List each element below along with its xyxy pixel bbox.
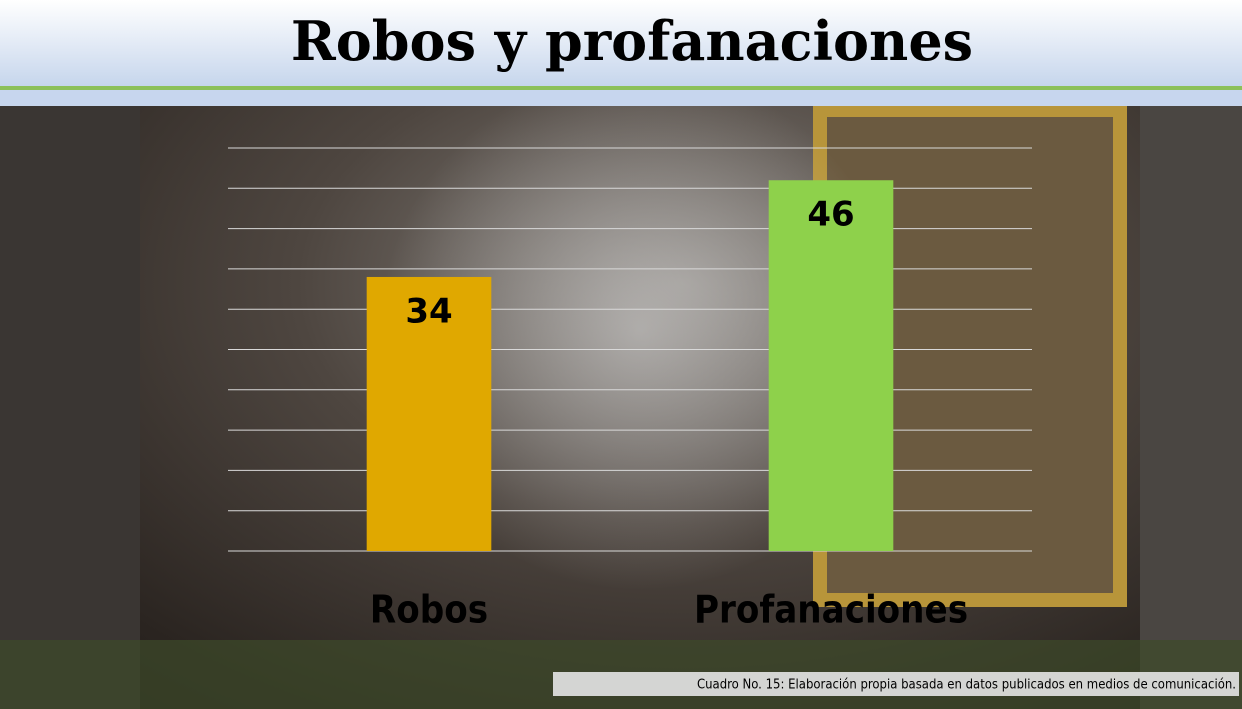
chart-title: Robos y profanaciones xyxy=(291,9,973,73)
data-label: 34 xyxy=(405,291,452,331)
x-tick-label: Robos xyxy=(370,588,488,632)
x-tick-label: Profanaciones xyxy=(694,588,968,632)
bar xyxy=(769,180,894,551)
chart: Robos y profanaciones Robos Profanaciones… xyxy=(0,0,1242,709)
source-note: Cuadro No. 15: Elaboración propia basada… xyxy=(697,678,1236,693)
wall-right xyxy=(1140,100,1242,709)
wall-left xyxy=(0,0,140,709)
header-rule xyxy=(0,86,1242,90)
header-band xyxy=(0,90,1242,106)
data-label: 46 xyxy=(807,195,854,235)
slide: Robos y profanaciones Robos Profanaciones… xyxy=(0,0,1242,709)
